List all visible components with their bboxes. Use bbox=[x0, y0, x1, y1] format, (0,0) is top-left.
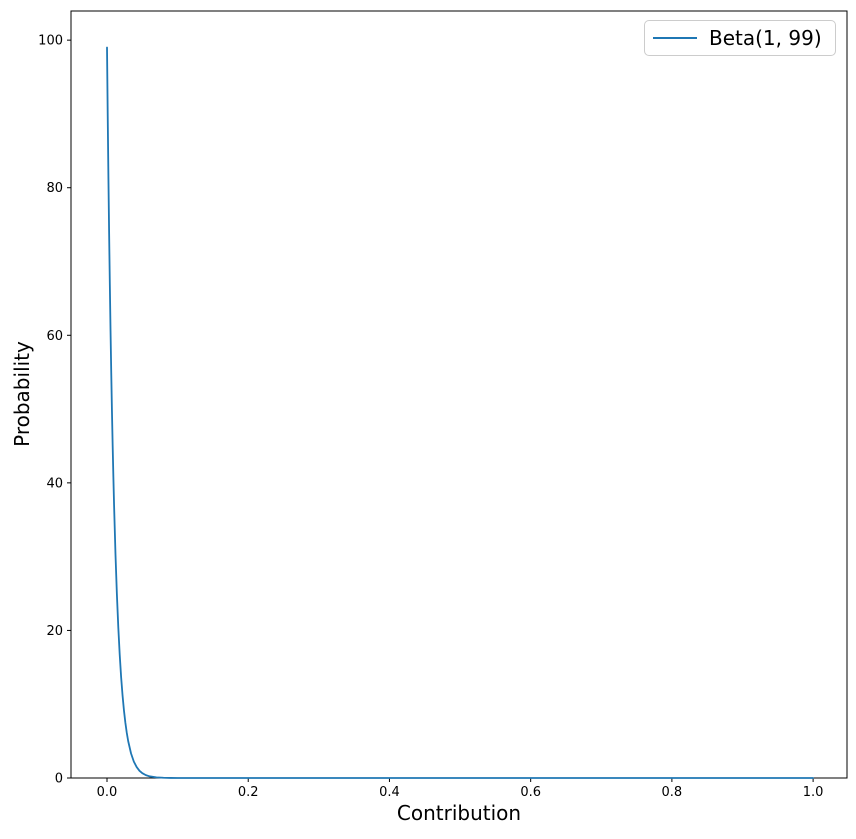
legend-label: Beta(1, 99) bbox=[709, 26, 822, 50]
axes-spines bbox=[70, 10, 848, 779]
legend-line-sample bbox=[653, 37, 697, 39]
x-tick-label: 1.0 bbox=[803, 785, 824, 800]
y-tick-label: 80 bbox=[46, 181, 63, 196]
series-line bbox=[106, 46, 815, 779]
y-tick-label: 40 bbox=[46, 476, 63, 491]
x-tick-label: 0.6 bbox=[520, 785, 541, 800]
legend: Beta(1, 99) bbox=[644, 20, 836, 56]
y-tick-label: 20 bbox=[46, 624, 63, 639]
y-tick-label: 60 bbox=[46, 329, 63, 344]
y-tick-label: 0 bbox=[55, 772, 63, 787]
y-tick-label: 100 bbox=[38, 34, 63, 49]
x-tick-label: 0.8 bbox=[662, 785, 683, 800]
x-tick-label: 0.4 bbox=[379, 785, 400, 800]
x-tick-label: 0.2 bbox=[238, 785, 259, 800]
x-tick-label: 0.0 bbox=[97, 785, 118, 800]
y-axis-label: Probability bbox=[10, 341, 34, 447]
